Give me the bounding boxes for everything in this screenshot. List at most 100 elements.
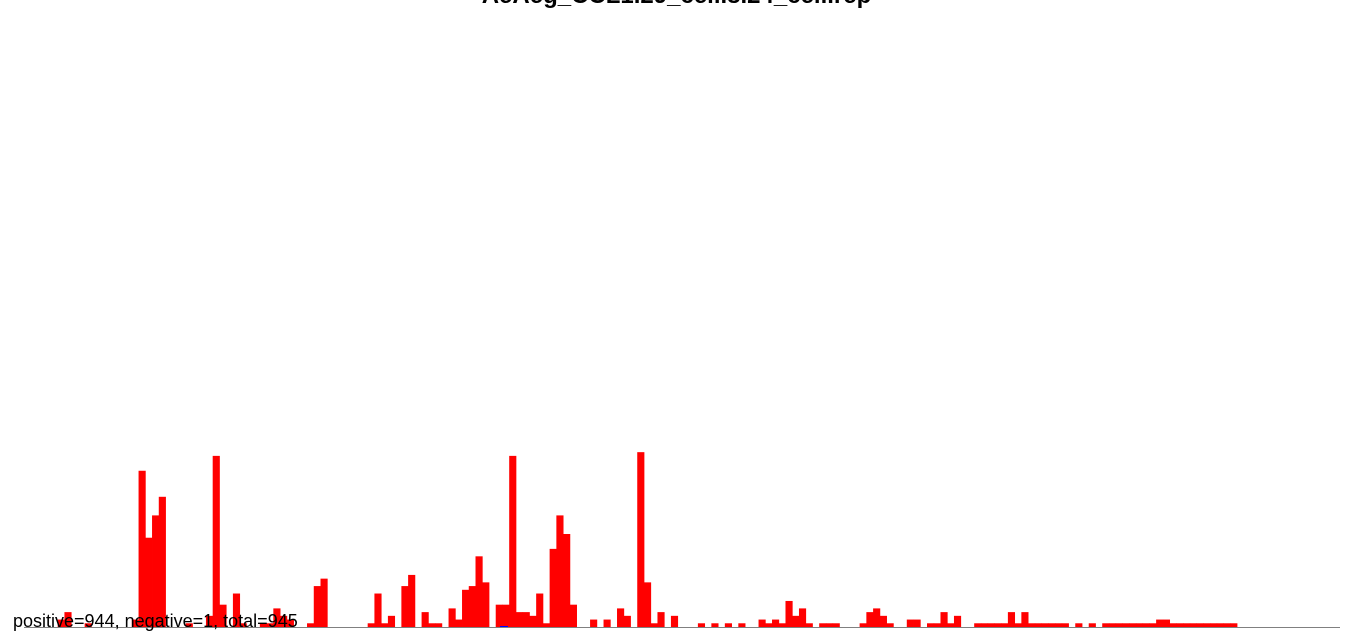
bar-76 xyxy=(536,593,544,627)
bar-9 xyxy=(84,623,92,627)
bar-179 xyxy=(1230,623,1238,627)
bar-178 xyxy=(1223,623,1231,627)
bar-142 xyxy=(980,623,989,627)
bar-134 xyxy=(927,623,935,627)
bar-165 xyxy=(1135,623,1144,627)
bar-28 xyxy=(212,455,220,627)
bar-94 xyxy=(657,612,665,627)
bar-135 xyxy=(933,623,941,627)
bar-72 xyxy=(509,455,517,627)
bar-66 xyxy=(468,586,476,627)
bar-51 xyxy=(367,623,375,627)
bar-143 xyxy=(987,623,995,627)
bar-104 xyxy=(724,623,732,627)
bar-27 xyxy=(205,615,214,627)
bar-147 xyxy=(1014,623,1022,627)
bar-74 xyxy=(522,612,530,627)
bar-43 xyxy=(313,586,321,627)
bar-73 xyxy=(515,612,524,627)
bar-176 xyxy=(1210,623,1218,627)
bar-68 xyxy=(482,582,490,627)
bar-118 xyxy=(819,623,827,627)
bar-177 xyxy=(1216,623,1224,627)
bar-172 xyxy=(1183,623,1191,627)
bar-148 xyxy=(1021,612,1029,627)
bar-126 xyxy=(873,608,881,627)
bar-59 xyxy=(421,612,429,627)
bar-29 xyxy=(219,604,227,627)
bar-115 xyxy=(798,608,807,627)
chart-title: AeAeg_CCL1.29_cell.8.24_cell.rep xyxy=(0,0,1353,10)
bar-67 xyxy=(475,556,483,627)
bar-92 xyxy=(643,582,652,627)
bar-20 xyxy=(158,496,166,627)
bar-113 xyxy=(785,600,793,627)
bar-153 xyxy=(1055,623,1063,627)
bar-39 xyxy=(286,619,294,627)
bar-79 xyxy=(556,515,564,627)
bar-161 xyxy=(1108,623,1117,627)
bar-166 xyxy=(1142,623,1150,627)
bar-109 xyxy=(758,619,766,627)
bar-114 xyxy=(792,615,800,627)
bar-60 xyxy=(428,623,436,627)
bar-18 xyxy=(145,537,153,627)
bar-124 xyxy=(859,623,867,627)
bar-78 xyxy=(549,548,557,627)
bar-19 xyxy=(152,515,160,627)
bar-36 xyxy=(266,623,274,627)
bar-89 xyxy=(623,615,631,627)
bar-167 xyxy=(1149,623,1157,627)
bar-137 xyxy=(947,623,955,627)
bar-173 xyxy=(1189,623,1197,627)
bar-168 xyxy=(1156,619,1164,627)
bar-96 xyxy=(670,615,679,627)
bar-146 xyxy=(1007,612,1016,627)
bar-91 xyxy=(637,452,645,627)
bar-151 xyxy=(1041,623,1049,627)
bar-171 xyxy=(1176,623,1184,627)
bar-150 xyxy=(1034,623,1042,627)
bar-141 xyxy=(974,623,982,627)
bar-54 xyxy=(387,615,396,627)
bar-154 xyxy=(1061,623,1069,627)
bar-160 xyxy=(1102,623,1110,627)
bar-175 xyxy=(1203,623,1211,627)
bar-77 xyxy=(542,623,551,627)
bar-136 xyxy=(940,612,948,627)
bar-63 xyxy=(448,608,456,627)
bar-132 xyxy=(913,619,921,627)
bar-57 xyxy=(408,574,416,627)
bar-164 xyxy=(1129,623,1137,627)
bar-119 xyxy=(825,623,834,627)
bar-174 xyxy=(1196,623,1204,627)
bar-158 xyxy=(1088,623,1096,627)
bar-170 xyxy=(1169,623,1177,627)
bar-70 xyxy=(495,604,503,627)
bar-61 xyxy=(435,623,443,627)
bar-169 xyxy=(1162,619,1171,627)
bar-120 xyxy=(832,623,840,627)
bar-52 xyxy=(374,593,382,627)
bar-102 xyxy=(711,623,719,627)
bar-56 xyxy=(401,586,409,627)
bar-112 xyxy=(778,623,786,627)
bar-156 xyxy=(1075,623,1083,627)
bar-53 xyxy=(381,623,389,627)
bar-38 xyxy=(280,615,288,627)
bar-163 xyxy=(1122,623,1130,627)
bar-131 xyxy=(906,619,914,627)
bar-80 xyxy=(563,534,571,627)
bar-37 xyxy=(273,608,281,627)
bar-144 xyxy=(994,623,1002,627)
bar-88 xyxy=(617,608,625,627)
bar-24 xyxy=(185,623,193,627)
bar-149 xyxy=(1028,623,1036,627)
bar-71 xyxy=(502,604,510,627)
bar-110 xyxy=(765,623,773,627)
bar-42 xyxy=(307,623,315,627)
bar-81 xyxy=(569,604,577,627)
bar-75 xyxy=(529,615,537,627)
